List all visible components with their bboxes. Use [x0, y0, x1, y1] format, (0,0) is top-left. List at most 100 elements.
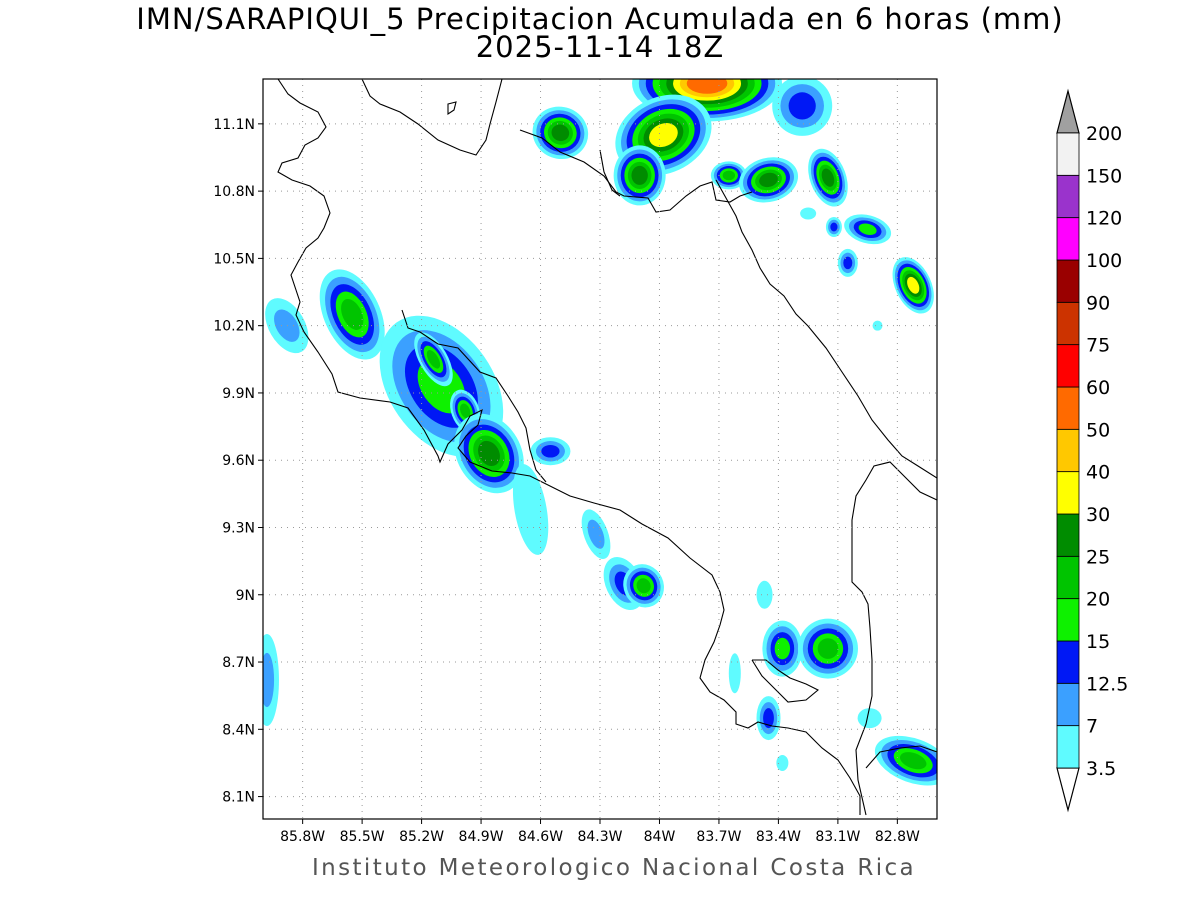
- precip-cell: [454, 413, 524, 494]
- colorbar-swatch: [1056, 259, 1080, 303]
- precip-contour: [274, 309, 300, 342]
- lon-tick-label: 84W: [644, 829, 676, 845]
- colorbar-label: 12.5: [1086, 673, 1128, 695]
- coastline-north-west: [277, 79, 861, 815]
- lat-tick-label: 10.8N: [213, 184, 255, 200]
- precip-contour: [478, 440, 500, 467]
- colorbar-swatch: [1056, 428, 1080, 472]
- precip-cell: [808, 148, 848, 207]
- colorbar-swatch: [1056, 344, 1080, 388]
- precip-cell: [756, 696, 781, 741]
- colorbar-label: 40: [1086, 462, 1110, 484]
- lon-tick-label: 84.6W: [518, 829, 563, 845]
- precip-contour: [756, 580, 773, 609]
- interior-border: [599, 149, 621, 197]
- colorbar-swatch: [1056, 725, 1080, 769]
- osa-peninsula: [751, 659, 819, 703]
- institution-footer: Instituto Meteorologico Nacional Costa R…: [311, 855, 917, 881]
- precip-cell: [892, 257, 934, 314]
- precip-cell: [800, 207, 817, 220]
- latitude-labels: 11.1N 10.8N 10.5N 10.2N 9.9N 9.6N 9.3N 9N 8.7N 8.…: [213, 117, 263, 806]
- precip-contour: [636, 578, 651, 594]
- colorbar-label: 75: [1086, 335, 1110, 357]
- precipitation-field: [263, 79, 937, 786]
- precip-contour: [649, 123, 678, 148]
- lat-tick-label: 9N: [236, 588, 255, 604]
- colorbar-label: 20: [1086, 589, 1110, 611]
- precip-cell: [532, 106, 589, 160]
- islet-outline: [447, 101, 457, 116]
- colorbar-swatch: [1056, 174, 1080, 219]
- lon-tick-label: 85.8W: [280, 829, 325, 845]
- precip-cell: [837, 248, 858, 277]
- lon-tick-label: 85.2W: [399, 829, 444, 845]
- precip-contour: [843, 256, 853, 270]
- colorbar-label: 120: [1086, 208, 1122, 230]
- precip-cell: [710, 161, 747, 190]
- lat-tick-label: 8.7N: [222, 655, 255, 671]
- colorbar-swatch: [1056, 513, 1080, 557]
- precip-cell: [738, 157, 799, 203]
- precip-contour: [686, 79, 728, 94]
- precip-cell: [776, 754, 789, 771]
- lon-tick-label: 82.8W: [875, 829, 920, 845]
- caribbean-coast: [715, 179, 937, 479]
- precip-cell: [772, 79, 833, 136]
- colorbar-label: 15: [1086, 631, 1110, 653]
- precip-contour: [631, 165, 648, 185]
- precip-cell: [613, 145, 666, 206]
- precip-contour: [774, 637, 791, 660]
- precip-contour: [722, 170, 736, 181]
- colorbar-label: 50: [1086, 419, 1110, 441]
- graticule: [263, 79, 937, 819]
- colorbar-label: 150: [1086, 165, 1122, 187]
- colorbar-swatch: [1056, 301, 1080, 345]
- golfito-coast: [865, 745, 937, 769]
- colorbar-swatch: [1056, 132, 1080, 176]
- colorbar-label: 90: [1086, 292, 1110, 314]
- precip-contour: [263, 652, 275, 708]
- precip-cell: [857, 708, 882, 729]
- lon-tick-label: 84.9W: [459, 829, 504, 845]
- colorbar-under-triangle: [1056, 767, 1080, 813]
- precip-contour: [800, 207, 817, 220]
- precip-contour: [512, 464, 549, 555]
- colorbar-swatch: [1056, 471, 1080, 515]
- colorbar-swatch: [1056, 555, 1080, 599]
- colorbar-legend: 3.5 7 12.5 15 20 25 30 40 50 60 75 90 100 120 150 200: [1056, 88, 1128, 813]
- lon-tick-label: 85.5W: [340, 829, 385, 845]
- colorbar-swatch: [1056, 598, 1080, 642]
- precip-contour: [426, 350, 441, 369]
- lat-tick-label: 11.1N: [213, 117, 255, 133]
- colorbar-label: 30: [1086, 504, 1110, 526]
- panama-border: [851, 461, 937, 816]
- colorbar-swatch: [1056, 217, 1080, 261]
- precip-cell: [872, 320, 883, 331]
- lon-tick-label: 83.4W: [756, 829, 801, 845]
- precip-contour: [858, 223, 877, 235]
- colorbar-label: 200: [1086, 123, 1122, 145]
- nicoya-gulf-coast: [401, 309, 547, 483]
- lat-tick-label: 10.2N: [213, 319, 255, 335]
- precip-cell: [728, 653, 741, 694]
- precip-cell: [844, 214, 892, 245]
- precip-contour: [759, 172, 778, 188]
- precip-cell: [263, 633, 279, 726]
- precip-contour: [830, 222, 838, 232]
- lat-tick-label: 8.1N: [222, 790, 255, 806]
- lat-tick-label: 9.6N: [222, 453, 255, 469]
- precip-contour: [907, 276, 920, 294]
- precip-cell: [797, 618, 858, 679]
- colorbar-swatch: [1056, 682, 1080, 726]
- precip-cell: [265, 298, 309, 354]
- colorbar-swatch: [1056, 640, 1080, 684]
- lat-tick-label: 9.9N: [222, 386, 255, 402]
- precip-contour: [728, 653, 741, 694]
- colorbar-label: 3.5: [1086, 758, 1116, 780]
- longitude-labels: 85.8W 85.5W 85.2W 84.9W 84.6W 84.3W 84W 83.7W 83…: [280, 819, 920, 845]
- precip-contour: [551, 124, 570, 142]
- map-title: IMN/SARAPIQUI_5 Precipitacion Acumulada …: [136, 2, 1064, 36]
- nicaragua-border: [361, 79, 503, 156]
- precip-contour: [459, 403, 471, 419]
- lon-tick-label: 83.7W: [696, 829, 741, 845]
